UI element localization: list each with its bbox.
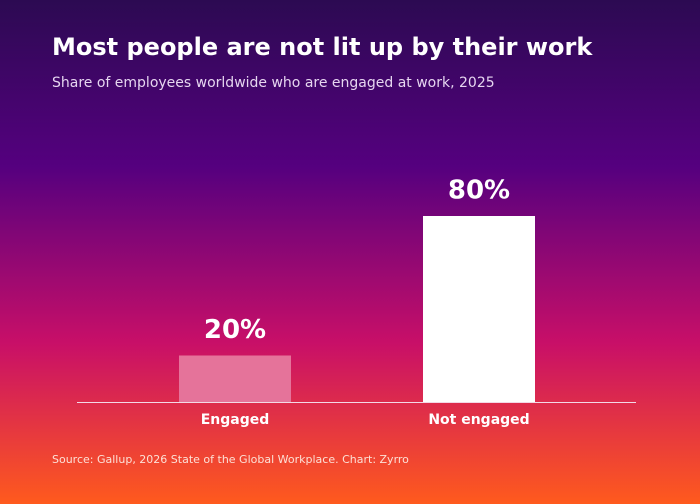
value-label: 20%: [204, 315, 266, 345]
bar: [423, 216, 535, 402]
bar: [179, 355, 291, 402]
chart-title: Most people are not lit up by their work: [52, 33, 593, 61]
x-tick-label: Engaged: [201, 412, 270, 428]
x-tick-label: Not engaged: [428, 412, 529, 428]
chart-subtitle: Share of employees worldwide who are eng…: [52, 75, 495, 91]
source-note: Source: Gallup, 2026 State of the Global…: [52, 453, 409, 466]
value-label: 80%: [448, 176, 510, 206]
